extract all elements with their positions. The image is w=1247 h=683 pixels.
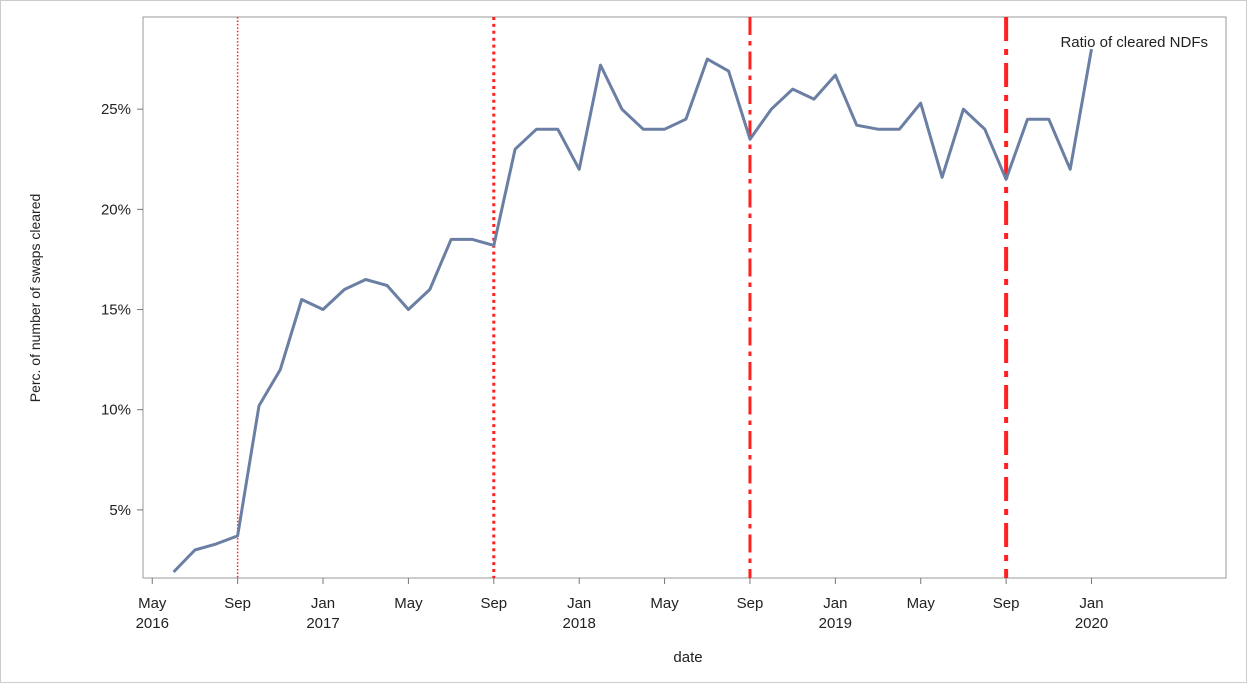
x-tick-label: May <box>907 595 936 612</box>
x-tick-label: May <box>650 595 679 612</box>
plot-area <box>142 16 1227 579</box>
x-tick-label: May <box>394 595 423 612</box>
y-tick-label: 10% <box>101 402 131 419</box>
x-tick-label: Jan 2018 <box>563 595 596 632</box>
y-tick-label: 5% <box>109 502 131 519</box>
x-tick-label: Jan 2017 <box>306 595 339 632</box>
x-tick-label: Sep <box>480 595 507 612</box>
line-series <box>172 48 1093 574</box>
x-tick-label: May 2016 <box>136 595 169 632</box>
x-tick-label: Jan 2020 <box>1075 595 1108 632</box>
y-tick-label: 20% <box>101 201 131 218</box>
y-tick-label: 25% <box>101 101 131 118</box>
x-tick-label: Sep <box>737 595 764 612</box>
legend-label: Ratio of cleared NDFs <box>1060 34 1208 51</box>
x-axis-label: date <box>673 649 702 666</box>
x-tick-label: Sep <box>224 595 251 612</box>
y-axis-label: Perc. of number of swaps cleared <box>27 194 43 403</box>
y-tick-label: 15% <box>101 302 131 319</box>
x-tick-label: Jan 2019 <box>819 595 852 632</box>
x-tick-label: Sep <box>993 595 1020 612</box>
